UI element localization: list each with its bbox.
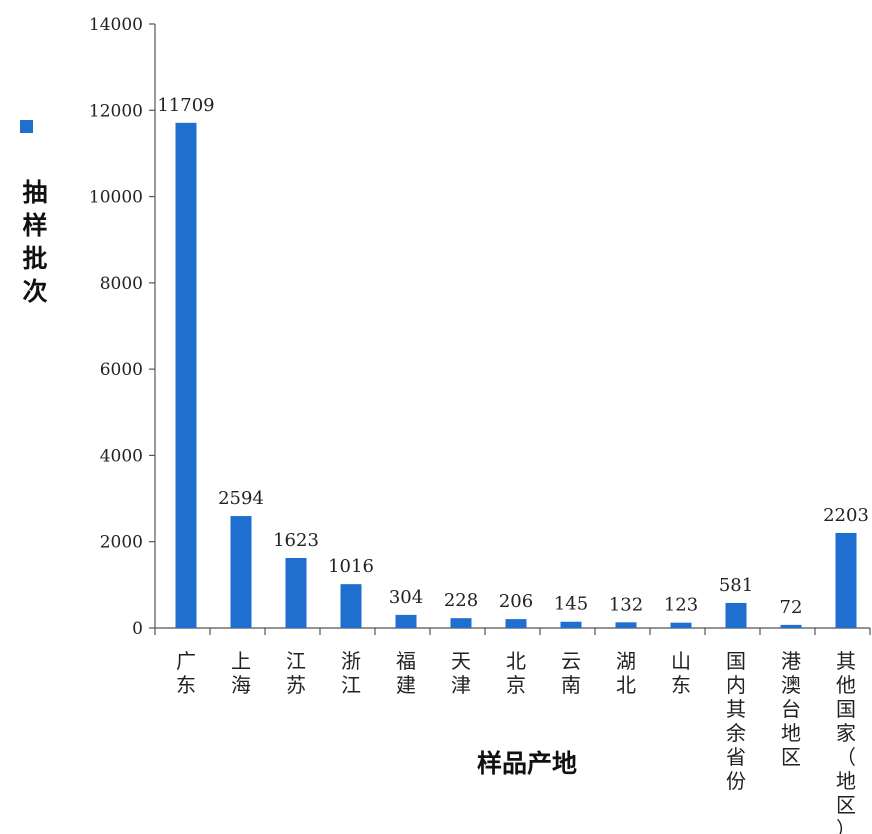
y-axis-title: 抽样批次 <box>22 178 47 306</box>
y-tick-label: 0 <box>132 619 143 639</box>
bar <box>560 621 582 628</box>
data-label: 581 <box>719 575 753 596</box>
x-tick-label: 其他国家（地区） <box>836 649 856 834</box>
data-label: 72 <box>780 597 803 618</box>
bar <box>175 122 197 629</box>
data-label: 2594 <box>218 488 264 509</box>
x-tick-label: 湖北 <box>616 649 636 697</box>
data-label: 132 <box>609 594 643 615</box>
bar <box>615 622 637 628</box>
bars <box>175 122 857 629</box>
y-tick-label: 12000 <box>89 101 143 121</box>
data-label: 206 <box>499 591 533 612</box>
y-tick-label: 8000 <box>100 274 143 294</box>
data-label: 145 <box>554 594 588 615</box>
bar <box>230 516 252 628</box>
data-label: 228 <box>444 590 478 611</box>
x-tick-label: 福建 <box>396 649 416 697</box>
bar <box>670 622 692 628</box>
data-label: 123 <box>664 595 698 616</box>
x-tick-label: 山东 <box>671 649 691 697</box>
x-tick-label: 港澳台地区 <box>781 649 801 769</box>
data-label: 1623 <box>273 530 319 551</box>
bar <box>340 584 362 628</box>
x-tick-label: 云南 <box>561 649 581 697</box>
bar <box>835 532 857 628</box>
bar <box>725 602 747 628</box>
y-tick-label: 2000 <box>100 533 143 553</box>
y-axis: 0 2000 4000 6000 8000 10000 12000 14000 <box>89 15 156 639</box>
data-label: 11709 <box>157 95 214 116</box>
x-axis <box>154 627 871 635</box>
x-tick-label: 北京 <box>506 649 526 697</box>
y-tick-label: 6000 <box>100 360 143 380</box>
bar <box>395 614 417 628</box>
bar <box>505 619 527 628</box>
data-label: 1016 <box>328 556 374 577</box>
bar <box>780 624 802 628</box>
legend-swatch <box>20 120 33 133</box>
x-tick-label: 国内其余省份 <box>726 649 746 793</box>
data-label: 304 <box>389 587 423 608</box>
x-tick-label: 上海 <box>231 649 251 697</box>
x-tick-label: 天津 <box>451 649 471 697</box>
bar <box>285 557 307 628</box>
x-axis-title: 样品产地 <box>477 749 577 778</box>
x-tick-label: 浙江 <box>341 649 361 697</box>
x-tick-label: 江苏 <box>286 649 306 697</box>
value-labels: 11709 2594 1623 1016 304 228 206 145 132 123 581 72… <box>157 95 869 618</box>
y-tick-label: 4000 <box>100 446 143 466</box>
y-tick-label: 10000 <box>89 188 143 208</box>
data-label: 2203 <box>823 505 869 526</box>
y-tick-label: 14000 <box>89 15 143 35</box>
bar <box>450 618 472 628</box>
x-tick-label: 广东 <box>176 649 196 697</box>
